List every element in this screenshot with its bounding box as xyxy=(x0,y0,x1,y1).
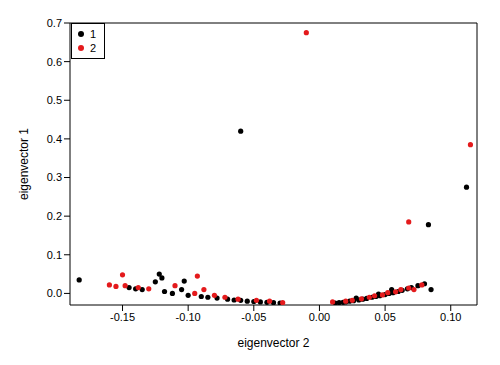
svg-text:0.1: 0.1 xyxy=(47,249,62,261)
svg-text:0.6: 0.6 xyxy=(47,56,62,68)
svg-text:-0.15: -0.15 xyxy=(110,311,135,323)
svg-text:0.7: 0.7 xyxy=(47,17,62,29)
html-text:1: 1 xyxy=(90,28,97,40)
svg-text:-0.10: -0.10 xyxy=(176,311,201,323)
svg-text:eigenvector 1: eigenvector 1 xyxy=(17,128,31,200)
svg-text:0.5: 0.5 xyxy=(47,94,62,106)
svg-text:0.4: 0.4 xyxy=(47,133,62,145)
svg-text:0.3: 0.3 xyxy=(47,171,62,183)
svg-text:eigenvector 2: eigenvector 2 xyxy=(237,336,309,350)
svg-text:0.00: 0.00 xyxy=(309,311,330,323)
html-text:2: 2 xyxy=(90,42,97,54)
svg-text:0.10: 0.10 xyxy=(440,311,461,323)
svg-text:0.2: 0.2 xyxy=(47,210,62,222)
svg-text:0.0: 0.0 xyxy=(47,287,62,299)
svg-text:0.05: 0.05 xyxy=(374,311,395,323)
svg-text:-0.05: -0.05 xyxy=(241,311,266,323)
